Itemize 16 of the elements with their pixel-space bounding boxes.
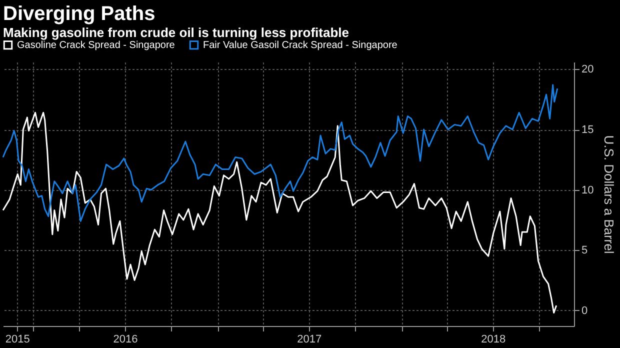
x-tick-label: 2017	[297, 334, 322, 346]
x-tick-label: 2015	[5, 334, 30, 346]
legend-label: Fair Value Gasoil Crack Spread - Singapore	[203, 40, 398, 52]
y-tick-label: 0	[582, 304, 588, 317]
line-series	[2, 112, 558, 314]
chart-title: Diverging Paths	[3, 3, 156, 25]
y-axis-title: U.S. Dollars a Barrel	[602, 135, 617, 254]
y-tick-label: 15	[582, 124, 594, 136]
x-tick-label: 2016	[113, 334, 138, 346]
y-tick-label: 20	[582, 64, 594, 76]
chart-subtitle: Making gasoline from crude oil is turning less profitable	[3, 25, 349, 40]
y-tick-label: 10	[582, 184, 594, 196]
line-series	[2, 84, 558, 222]
x-tick-label: 2018	[481, 334, 506, 346]
legend-label: Gasoline Crack Spread - Singapore	[17, 40, 176, 52]
y-tick-label: 5	[582, 244, 588, 257]
